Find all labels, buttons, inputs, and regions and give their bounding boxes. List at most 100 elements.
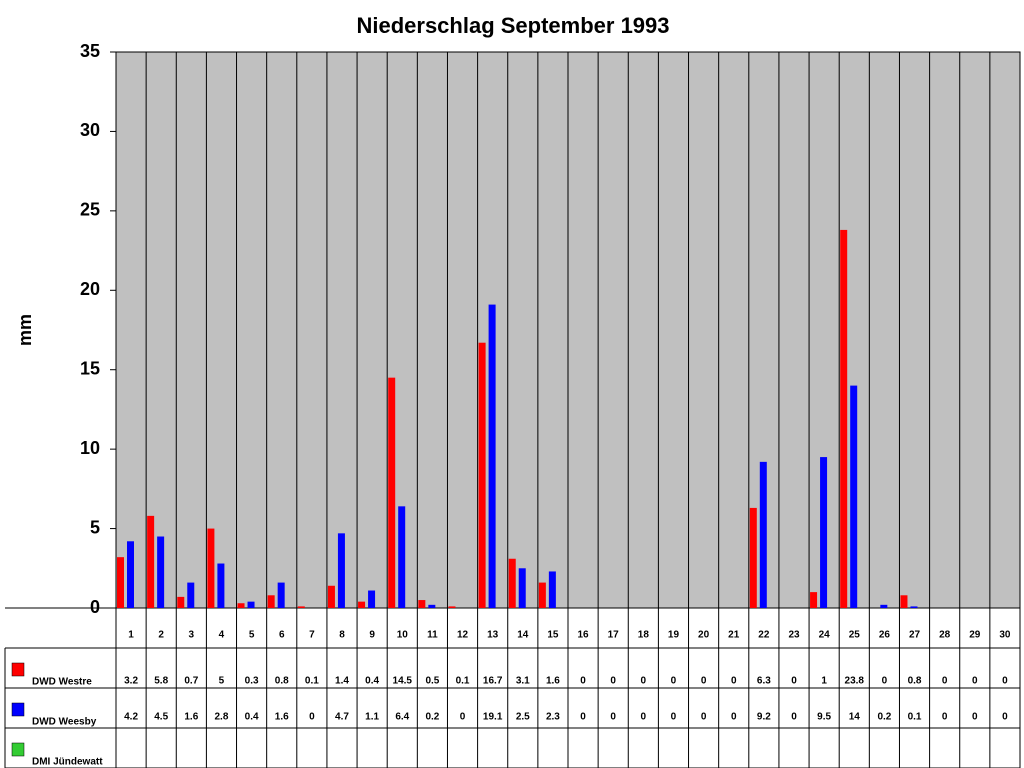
x-tick-label: 4 [219, 630, 225, 641]
table-value: 0 [641, 676, 647, 687]
x-tick-label: 29 [969, 630, 981, 641]
table-value: 0 [641, 712, 647, 723]
bar [538, 582, 546, 608]
table-value: 9.2 [757, 712, 771, 723]
y-axis-label: mm [15, 314, 35, 346]
bar [810, 592, 818, 608]
x-tick-label: 15 [547, 630, 559, 641]
y-tick-label: 5 [90, 517, 100, 537]
table-value: 19.1 [483, 712, 503, 723]
bar [147, 515, 155, 608]
bar [850, 385, 858, 608]
table-value: 2.8 [215, 712, 229, 723]
table-value: 0 [942, 712, 948, 723]
table-value: 0.1 [908, 712, 922, 723]
table-value: 16.7 [483, 676, 503, 687]
table-value: 1 [821, 676, 827, 687]
table-value: 0 [972, 712, 978, 723]
table-value: 0 [972, 676, 978, 687]
x-tick-label: 16 [578, 630, 590, 641]
bar [418, 600, 426, 608]
bar [207, 528, 215, 608]
legend-label: DWD Weesby [32, 717, 97, 728]
bar [327, 585, 335, 608]
table-value: 0 [731, 712, 737, 723]
table-value: 1.6 [275, 712, 289, 723]
x-tick-label: 10 [397, 630, 409, 641]
y-tick-label: 25 [80, 200, 100, 220]
x-tick-label: 24 [819, 630, 831, 641]
legend-key [11, 662, 25, 677]
x-tick-label: 30 [999, 630, 1011, 641]
x-tick-label: 7 [309, 630, 315, 641]
table-value: 6.3 [757, 676, 771, 687]
table-value: 5.8 [154, 676, 168, 687]
x-tick-label: 26 [879, 630, 891, 641]
bar [448, 606, 456, 608]
bar [187, 582, 195, 608]
table-value: 0 [309, 712, 315, 723]
bar [548, 571, 556, 608]
table-value: 0.5 [425, 676, 439, 687]
bar [117, 557, 124, 608]
table-value: 14 [849, 712, 861, 723]
x-tick-label: 20 [698, 630, 710, 641]
table-value: 0.8 [275, 676, 289, 687]
y-tick-label: 35 [80, 41, 100, 61]
bar [840, 229, 848, 609]
y-tick-label: 0 [90, 597, 100, 617]
x-tick-label: 22 [758, 630, 770, 641]
x-tick-label: 25 [849, 630, 861, 641]
table-value: 0 [671, 712, 677, 723]
table-value: 0.4 [365, 676, 379, 687]
table-value: 1.6 [184, 712, 198, 723]
table-value: 0 [580, 712, 586, 723]
bar [157, 536, 165, 608]
bar [518, 568, 526, 608]
table-value: 1.4 [335, 676, 349, 687]
table-value: 2.5 [516, 712, 530, 723]
bar [267, 595, 275, 608]
bar [368, 590, 376, 608]
table-value: 0 [701, 676, 707, 687]
table-value: 6.4 [395, 712, 409, 723]
bar [277, 582, 285, 608]
table-value: 0.7 [184, 676, 198, 687]
bar [247, 601, 255, 608]
bar [428, 604, 436, 608]
x-tick-label: 9 [369, 630, 375, 641]
table-value: 5 [219, 676, 225, 687]
legend-key [11, 702, 25, 717]
x-tick-label: 13 [487, 630, 499, 641]
x-tick-label: 5 [249, 630, 255, 641]
x-tick-label: 18 [638, 630, 650, 641]
bar [820, 457, 828, 608]
bar [759, 461, 767, 608]
table-value: 0.2 [877, 712, 891, 723]
x-tick-label: 6 [279, 630, 285, 641]
chart-title: Niederschlag September 1993 [356, 13, 669, 38]
bar [880, 604, 888, 608]
table-value: 0 [731, 676, 737, 687]
y-tick-label: 10 [80, 438, 100, 458]
y-tick-label: 30 [80, 120, 100, 140]
bar [358, 601, 366, 608]
table-value: 0.2 [425, 712, 439, 723]
table-value: 1.6 [546, 676, 560, 687]
legend-label: DWD Westre [32, 677, 92, 688]
table-value: 0 [701, 712, 707, 723]
table-value: 0 [610, 712, 616, 723]
x-tick-label: 8 [339, 630, 345, 641]
y-tick-label: 15 [80, 358, 100, 378]
bar [398, 506, 406, 608]
table-value: 0.8 [908, 676, 922, 687]
x-tick-label: 12 [457, 630, 469, 641]
table-value: 0 [882, 676, 888, 687]
x-tick-label: 27 [909, 630, 921, 641]
table-value: 0 [942, 676, 948, 687]
table-value: 3.2 [124, 676, 138, 687]
table-value: 0 [791, 712, 797, 723]
table-value: 0.3 [245, 676, 259, 687]
table-value: 0 [671, 676, 677, 687]
